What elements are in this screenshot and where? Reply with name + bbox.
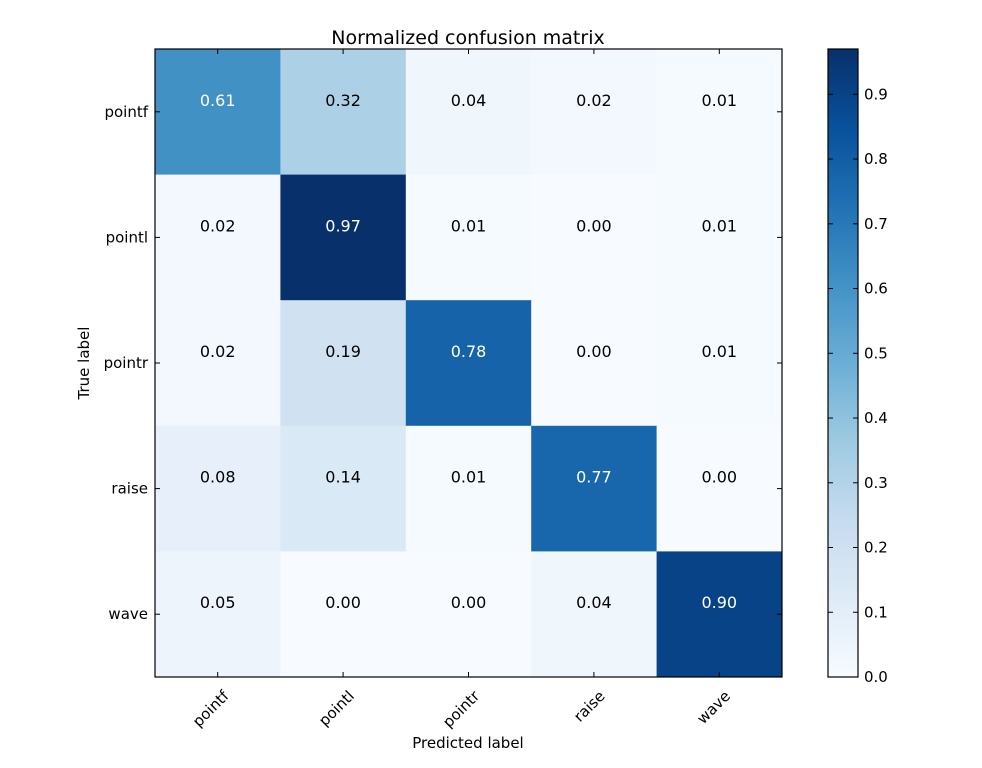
cell-value-label: 0.19 <box>325 342 361 361</box>
x-axis-label: Predicted label <box>412 734 523 752</box>
cell-value-label: 0.78 <box>451 342 487 361</box>
heatmap-cell <box>656 425 783 552</box>
heatmap-cell <box>155 300 281 427</box>
colorbar-tick-label: 0.6 <box>864 280 888 298</box>
heatmap-cell <box>280 300 407 427</box>
x-tick-label: pointr <box>439 686 484 731</box>
x-tick-label: wave <box>693 687 734 728</box>
colorbar-tick-label: 0.9 <box>864 85 888 103</box>
cell-value-label: 0.01 <box>451 468 487 487</box>
y-tick-label: pointr <box>104 354 149 372</box>
heatmap-cell <box>531 300 658 427</box>
cell-value-label: 0.02 <box>200 342 236 361</box>
heatmap-cell <box>656 174 783 301</box>
colorbar-ticks: 0.0 0.1 0.2 0.3 0.4 0.5 0.6 0.7 0.8 0.9 <box>828 85 888 686</box>
heatmap-cell <box>656 300 783 427</box>
cell-value-label: 0.02 <box>576 91 612 110</box>
colorbar-tick-label: 0.7 <box>864 215 888 233</box>
colorbar-tick-label: 0.8 <box>864 150 888 168</box>
cell-value-label: 0.61 <box>200 91 236 110</box>
heatmap-cell <box>531 551 658 678</box>
cell-value-label: 0.08 <box>200 468 236 487</box>
heatmap-cell <box>155 551 281 678</box>
heatmap-cell <box>405 425 532 552</box>
cell-value-label: 0.05 <box>200 593 236 612</box>
cell-value-label: 0.04 <box>576 593 612 612</box>
cell-value-label: 0.01 <box>701 91 737 110</box>
heatmap-cell <box>405 300 532 427</box>
cell-value-label: 0.02 <box>200 216 236 235</box>
cell-value-label: 0.01 <box>701 342 737 361</box>
heatmap-cell <box>531 49 658 176</box>
cell-value-label: 0.00 <box>451 593 487 612</box>
heatmap-cell <box>405 49 532 176</box>
cell-value-label: 0.01 <box>451 216 487 235</box>
heatmap-value-labels: 0.61 0.32 0.04 0.02 0.01 0.02 0.97 0.01 0.00 0.01… <box>200 91 737 612</box>
cell-value-label: 0.90 <box>701 593 737 612</box>
cell-value-label: 0.01 <box>701 216 737 235</box>
y-axis-ticks: pointf pointl pointr raise wave <box>104 103 782 623</box>
cell-value-label: 0.04 <box>451 91 487 110</box>
heatmap-cell <box>280 551 407 678</box>
colorbar-tick-label: 0.0 <box>864 668 888 686</box>
y-tick-label: wave <box>108 605 148 623</box>
colorbar-tick-label: 0.5 <box>864 344 888 362</box>
heatmap-cell <box>531 425 658 552</box>
colorbar-tick-label: 0.2 <box>864 539 888 557</box>
x-tick-label: pointl <box>315 687 358 730</box>
y-axis-label: True label <box>75 327 93 401</box>
cell-value-label: 0.32 <box>325 91 361 110</box>
heatmap-cell <box>656 551 783 678</box>
y-tick-label: pointl <box>106 228 148 246</box>
heatmap-cell <box>405 174 532 301</box>
cell-value-label: 0.00 <box>576 216 612 235</box>
cell-value-label: 0.00 <box>701 468 737 487</box>
colorbar-tick-label: 0.3 <box>864 474 888 492</box>
heatmap-cell <box>280 425 407 552</box>
colorbar <box>827 48 859 678</box>
heatmap-cell <box>656 49 783 176</box>
y-tick-label: raise <box>111 480 148 498</box>
chart-title: Normalized confusion matrix <box>331 27 604 49</box>
heatmap-cell <box>405 551 532 678</box>
heatmap-cell <box>155 425 281 552</box>
colorbar-tick-label: 0.4 <box>864 409 888 427</box>
heatmap-cell <box>280 174 407 301</box>
cell-value-label: 0.77 <box>576 468 612 487</box>
heatmap-cell <box>155 49 281 176</box>
x-tick-label: raise <box>570 687 609 726</box>
y-tick-label: pointf <box>104 103 148 121</box>
colorbar-tick-label: 0.1 <box>864 603 888 621</box>
x-tick-label: pointf <box>189 687 233 731</box>
heatmap-cells <box>155 49 783 678</box>
cell-value-label: 0.00 <box>325 593 361 612</box>
cell-value-label: 0.97 <box>325 216 361 235</box>
heatmap-cell <box>280 49 407 176</box>
heatmap-cell <box>155 174 281 301</box>
cell-value-label: 0.14 <box>325 468 361 487</box>
cell-value-label: 0.00 <box>576 342 612 361</box>
heatmap-cell <box>531 174 658 301</box>
